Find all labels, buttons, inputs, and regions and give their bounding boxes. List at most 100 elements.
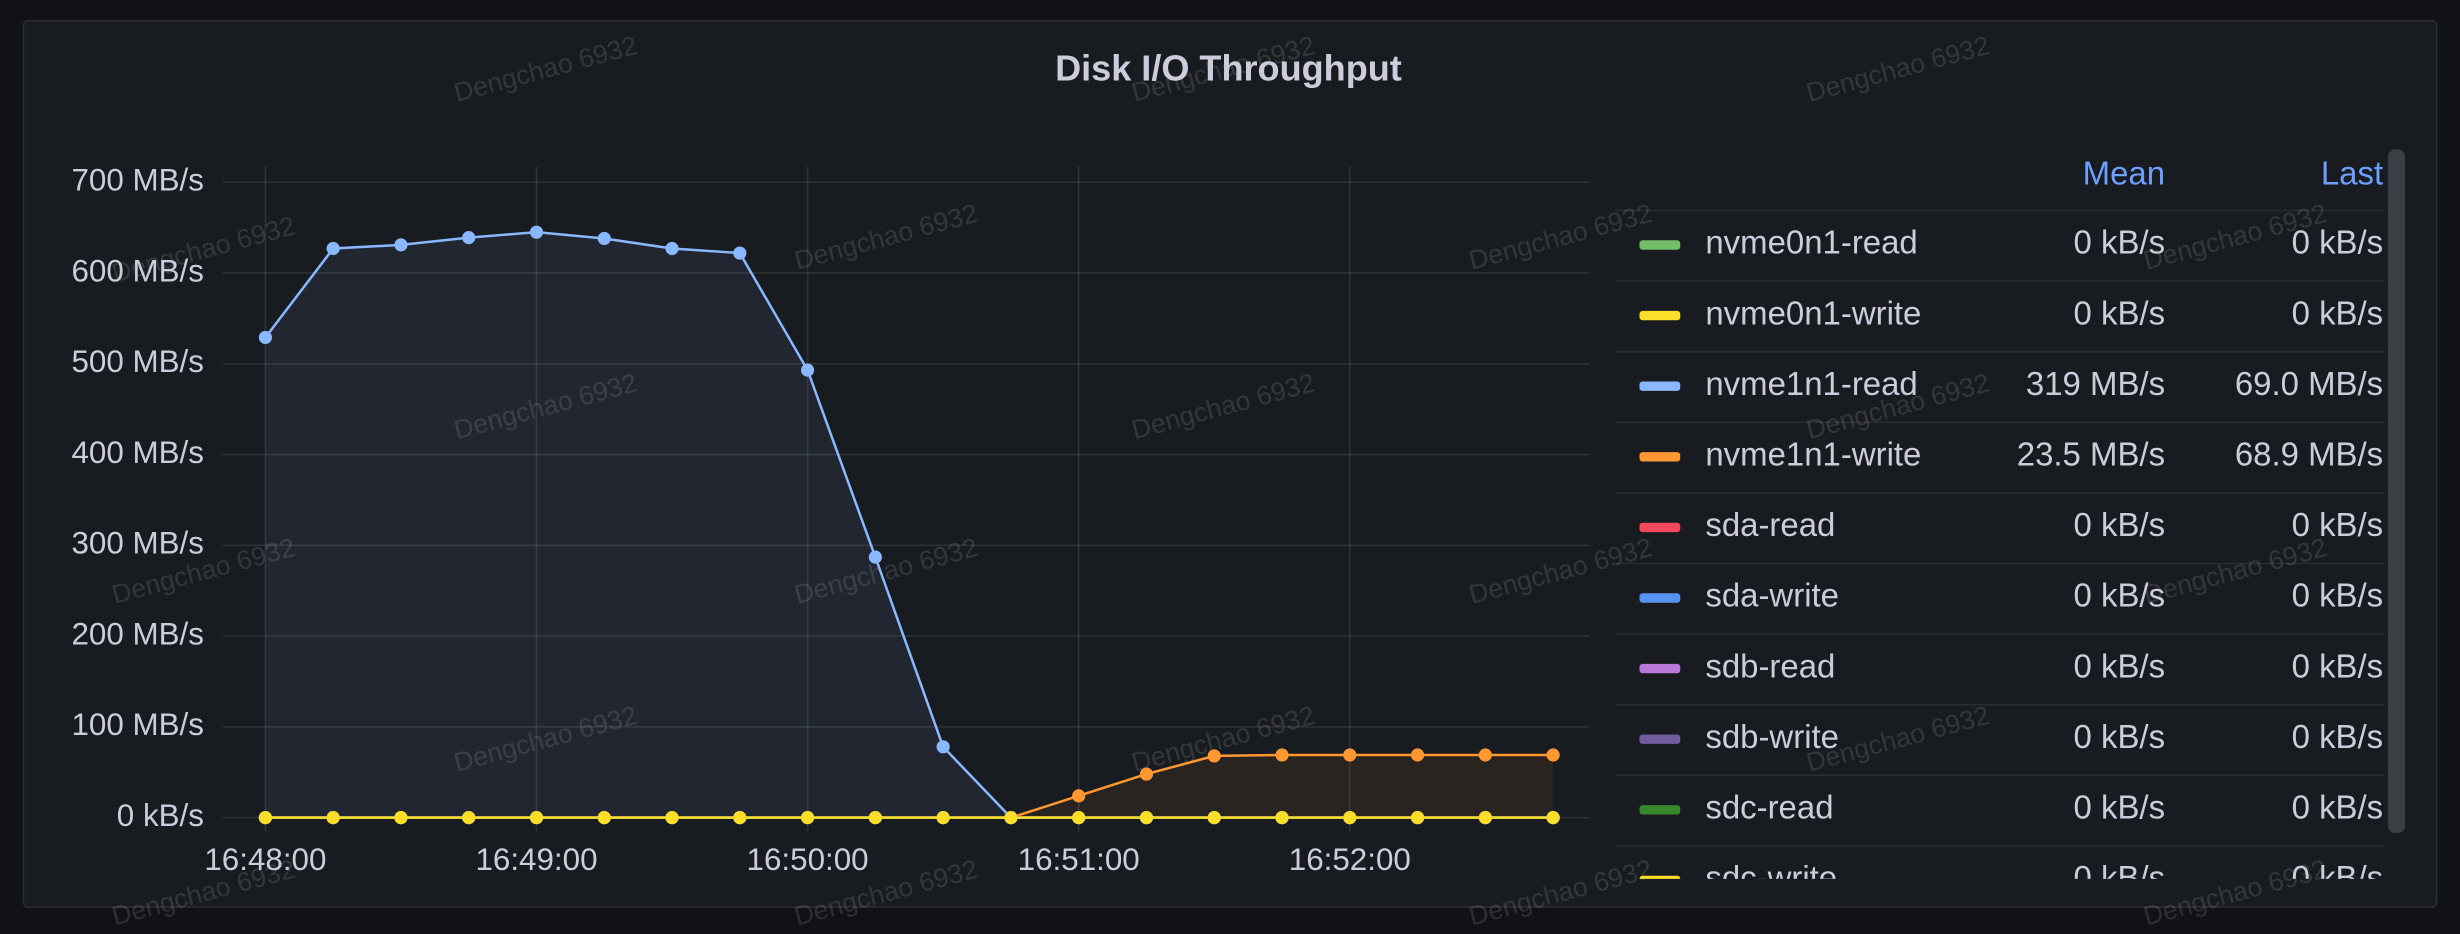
legend-mean: 23.5 MB/s [2017, 436, 2165, 473]
legend-header: Mean [2083, 155, 2165, 192]
legend-last: 0 kB/s [2292, 718, 2384, 755]
legend-last: 0 kB/s [2292, 224, 2384, 261]
axes: 0 kB/s 100 MB/s 200 MB/s 300 MB/s 400 MB/s 50… [71, 163, 1410, 877]
legend-swatch [1639, 734, 1681, 744]
legend-header: Last [2321, 155, 2383, 192]
legend-name: nvme1n1-read [1705, 365, 1917, 402]
legend-last: 0 kB/s [2292, 859, 2384, 896]
legend-mean: 0 kB/s [2074, 859, 2166, 896]
data-point [1478, 811, 1492, 825]
data-point [258, 811, 272, 825]
legend-name: sda-write [1705, 577, 1839, 614]
data-point [462, 231, 476, 245]
y-tick-label: 400 MB/s [71, 435, 203, 470]
data-point [801, 811, 815, 825]
data-point [1275, 811, 1289, 825]
data-point [1275, 748, 1289, 762]
y-tick-label: 300 MB/s [71, 526, 203, 561]
legend-last: 0 kB/s [2292, 647, 2384, 684]
chart-title: Disk I/O Throughput [1055, 47, 1402, 88]
legend-mean: 0 kB/s [2074, 647, 2166, 684]
legend-last: 0 kB/s [2292, 506, 2384, 543]
legend-last: 68.9 MB/s [2235, 436, 2383, 473]
data-point [1139, 767, 1154, 781]
legend-last: 0 kB/s [2292, 577, 2384, 614]
legend-swatch [1639, 663, 1681, 674]
scrollbar[interactable] [2387, 149, 2406, 834]
y-tick-label: 600 MB/s [71, 253, 203, 288]
legend-mean: 0 kB/s [2074, 294, 2166, 331]
legend-name: nvme0n1-read [1705, 224, 1917, 261]
data-point [665, 811, 679, 825]
data-point [936, 811, 950, 825]
legend-swatch [1639, 452, 1681, 462]
legend-mean: 0 kB/s [2074, 224, 2166, 261]
legend-swatch [1639, 310, 1681, 321]
data-point [462, 811, 476, 825]
data-point [868, 811, 882, 825]
legend-name: sdb-read [1705, 647, 1835, 684]
data-point [529, 225, 544, 239]
y-tick-label: 700 MB/s [71, 163, 203, 198]
data-point [529, 811, 544, 825]
legend-swatch [1639, 522, 1681, 533]
data-point [1072, 811, 1086, 825]
data-point [1139, 811, 1154, 825]
data-point [1343, 811, 1357, 825]
legend-mean: 0 kB/s [2074, 577, 2166, 614]
data-point [1478, 748, 1492, 762]
legend-last: 69.0 MB/s [2235, 365, 2383, 402]
legend-name: sdb-write [1705, 718, 1839, 755]
data-point [1207, 749, 1221, 763]
series-area [265, 755, 1554, 818]
x-tick-label: 16:48:00 [204, 842, 326, 877]
data-point [597, 231, 611, 246]
data-point [1004, 811, 1018, 825]
grid [222, 166, 1590, 832]
legend-swatch [1639, 381, 1681, 391]
data-point [1072, 789, 1086, 803]
data-point [326, 811, 340, 825]
data-point [394, 238, 408, 252]
legend-name: nvme0n1-write [1705, 294, 1921, 331]
legend-name: sdc-write [1705, 859, 1837, 896]
data-point [597, 811, 611, 825]
legend-name: nvme1n1-write [1705, 436, 1921, 473]
legend-name: sda-read [1705, 506, 1835, 543]
legend-mean: 0 kB/s [2074, 718, 2166, 755]
y-tick-label: 500 MB/s [71, 344, 203, 379]
plot-area [258, 225, 1560, 825]
y-tick-label: 0 kB/s [117, 798, 204, 833]
legend-mean: 0 kB/s [2074, 789, 2166, 826]
data-point [1207, 811, 1221, 825]
data-point [1343, 748, 1357, 762]
data-point [733, 811, 747, 825]
data-point [733, 246, 747, 260]
x-tick-label: 16:51:00 [1018, 842, 1140, 877]
legend: nvme0n1-read 0 kB/s 0 kB/s nvme0n1-write 0 k… [1615, 209, 2385, 896]
data-point [1410, 748, 1425, 762]
data-point [868, 550, 882, 564]
legend-last: 0 kB/s [2292, 294, 2384, 331]
x-tick-label: 16:50:00 [747, 842, 869, 877]
data-point [665, 241, 679, 256]
data-point [1410, 811, 1425, 825]
data-point [936, 740, 950, 754]
legend-mean: 319 MB/s [2026, 365, 2165, 402]
legend-swatch [1639, 875, 1681, 879]
y-tick-label: 200 MB/s [71, 616, 203, 651]
data-point [258, 330, 272, 345]
data-point [801, 363, 815, 377]
x-tick-label: 16:49:00 [475, 842, 597, 877]
data-point [394, 811, 408, 825]
x-tick-label: 16:52:00 [1289, 842, 1411, 877]
legend-swatch [1639, 593, 1681, 603]
data-point [1546, 748, 1560, 762]
legend-swatch [1639, 805, 1681, 815]
y-tick-label: 100 MB/s [71, 707, 203, 742]
series-area [265, 232, 1554, 818]
data-point [1546, 811, 1560, 825]
data-point [326, 241, 340, 256]
